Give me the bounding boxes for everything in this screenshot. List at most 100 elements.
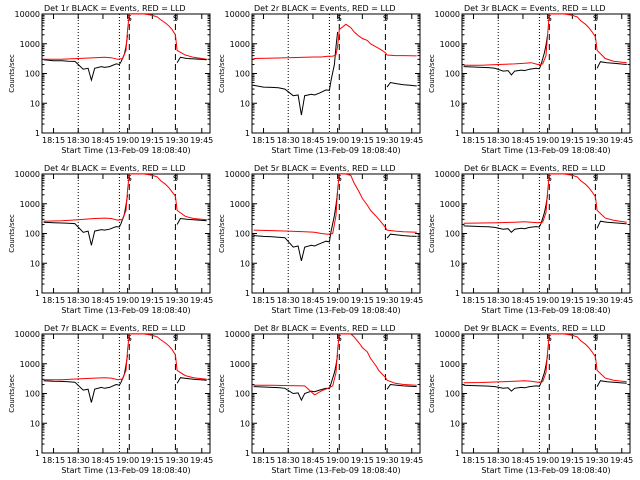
x-tick-label: 19:15: [351, 136, 374, 145]
y-tick-label: 10: [450, 419, 460, 428]
plot-frame: [41, 333, 211, 454]
x-tick-label: 18:15: [462, 136, 485, 145]
events-line: [176, 217, 207, 225]
x-tick-label: 19:45: [400, 296, 423, 305]
x-axis-label: Start Time (13-Feb-09 18:08:40): [271, 306, 400, 315]
y-tick-label: 10000: [15, 170, 40, 179]
y-tick-label: 100: [25, 70, 40, 79]
detector-panel-1: 1 10 100 1000 10000 18:15 18:30 18:45 19:00 19:15…: [8, 4, 213, 155]
x-tick-label: 18:45: [301, 136, 324, 145]
y-tick-label: 1: [35, 449, 40, 458]
lld-line: [253, 23, 417, 59]
y-tick-label: 10: [450, 99, 460, 108]
x-tick-label: 18:15: [42, 456, 65, 465]
x-tick-label: 19:00: [116, 456, 139, 465]
events-line: [596, 61, 627, 69]
x-tick-label: 19:45: [610, 296, 633, 305]
marker-label: S: [593, 14, 598, 23]
y-tick-label: 1: [455, 129, 460, 138]
lld-line: [43, 334, 207, 381]
x-tick-label: 19:45: [190, 136, 213, 145]
lld-line: [253, 334, 417, 396]
x-tick-label: 18:30: [277, 136, 300, 145]
x-tick-label: 18:30: [277, 296, 300, 305]
panel-title: Det 9r BLACK = Events, RED = LLD: [464, 324, 606, 333]
marker-label: S: [593, 334, 598, 343]
x-tick-label: 18:15: [42, 296, 65, 305]
y-tick-label: 10000: [225, 330, 250, 339]
x-tick-label: 19:00: [536, 456, 559, 465]
panel-title: Det 4r BLACK = Events, RED = LLD: [44, 164, 186, 173]
x-tick-label: 19:30: [166, 136, 189, 145]
x-tick-label: 19:00: [116, 136, 139, 145]
x-tick-label: 19:00: [536, 296, 559, 305]
x-tick-label: 19:15: [561, 456, 584, 465]
panel-title: Det 6r BLACK = Events, RED = LLD: [464, 164, 606, 173]
x-tick-label: 19:30: [166, 296, 189, 305]
events-line: [253, 191, 339, 262]
x-tick-label: 18:30: [67, 136, 90, 145]
x-tick-label: 18:30: [277, 456, 300, 465]
x-tick-label: 18:15: [462, 296, 485, 305]
events-line: [43, 194, 129, 246]
x-tick-label: 18:30: [487, 456, 510, 465]
y-tick-label: 100: [445, 390, 460, 399]
detector-panel-9: 1 10 100 1000 10000 18:15 18:30 18:45 19:00 19:15…: [428, 324, 633, 475]
y-tick-label: 10000: [435, 330, 460, 339]
y-tick-label: 1000: [440, 360, 460, 369]
events-line: [386, 233, 417, 239]
y-tick-label: 10000: [225, 10, 250, 19]
x-tick-label: 19:30: [376, 456, 399, 465]
plot-frame: [251, 173, 421, 294]
marker-label: S: [173, 174, 178, 183]
x-tick-label: 18:45: [511, 456, 534, 465]
x-tick-label: 18:45: [91, 136, 114, 145]
lld-line: [463, 14, 627, 66]
y-tick-label: 1: [35, 129, 40, 138]
x-tick-label: 18:15: [252, 456, 275, 465]
plot-frame: [41, 13, 211, 134]
x-axis-label: Start Time (13-Feb-09 18:08:40): [481, 306, 610, 315]
y-axis-label: Counts/sec: [218, 374, 226, 413]
events-line: [463, 194, 549, 234]
events-line: [386, 383, 417, 390]
marker-label: S: [173, 14, 178, 23]
y-tick-label: 100: [235, 390, 250, 399]
x-tick-label: 19:00: [116, 296, 139, 305]
marker-label: S: [173, 334, 178, 343]
y-tick-label: 1000: [230, 200, 250, 209]
y-tick-label: 1: [245, 289, 250, 298]
x-tick-label: 19:15: [351, 296, 374, 305]
detector-panel-2: 1 10 100 1000 10000 18:15 18:30 18:45 19:00 19:15…: [218, 4, 423, 155]
x-axis-label: Start Time (13-Feb-09 18:08:40): [271, 466, 400, 475]
x-tick-label: 19:45: [400, 136, 423, 145]
x-axis-label: Start Time (13-Feb-09 18:08:40): [61, 306, 190, 315]
y-tick-label: 1000: [440, 200, 460, 209]
panel-title: Det 8r BLACK = Events, RED = LLD: [254, 324, 396, 333]
x-tick-label: 19:45: [190, 296, 213, 305]
marker-label: S: [593, 174, 598, 183]
x-tick-label: 19:15: [141, 136, 164, 145]
plot-frame: [461, 13, 631, 134]
y-axis-label: Counts/sec: [428, 54, 436, 93]
y-tick-label: 1: [245, 449, 250, 458]
y-tick-label: 10: [240, 99, 250, 108]
y-tick-label: 10: [30, 259, 40, 268]
events-line: [596, 380, 627, 387]
x-tick-label: 19:15: [561, 136, 584, 145]
lld-line: [463, 174, 627, 224]
x-tick-label: 18:15: [252, 136, 275, 145]
y-tick-label: 10000: [15, 330, 40, 339]
events-line: [463, 354, 549, 392]
marker-label: S: [337, 14, 342, 23]
x-tick-label: 18:15: [42, 136, 65, 145]
lld-line: [43, 174, 207, 222]
y-tick-label: 10000: [435, 170, 460, 179]
lld-line: [253, 174, 417, 235]
x-tick-label: 19:30: [586, 296, 609, 305]
events-line: [463, 34, 549, 76]
x-tick-label: 19:00: [326, 136, 349, 145]
y-axis-label: Counts/sec: [218, 214, 226, 253]
